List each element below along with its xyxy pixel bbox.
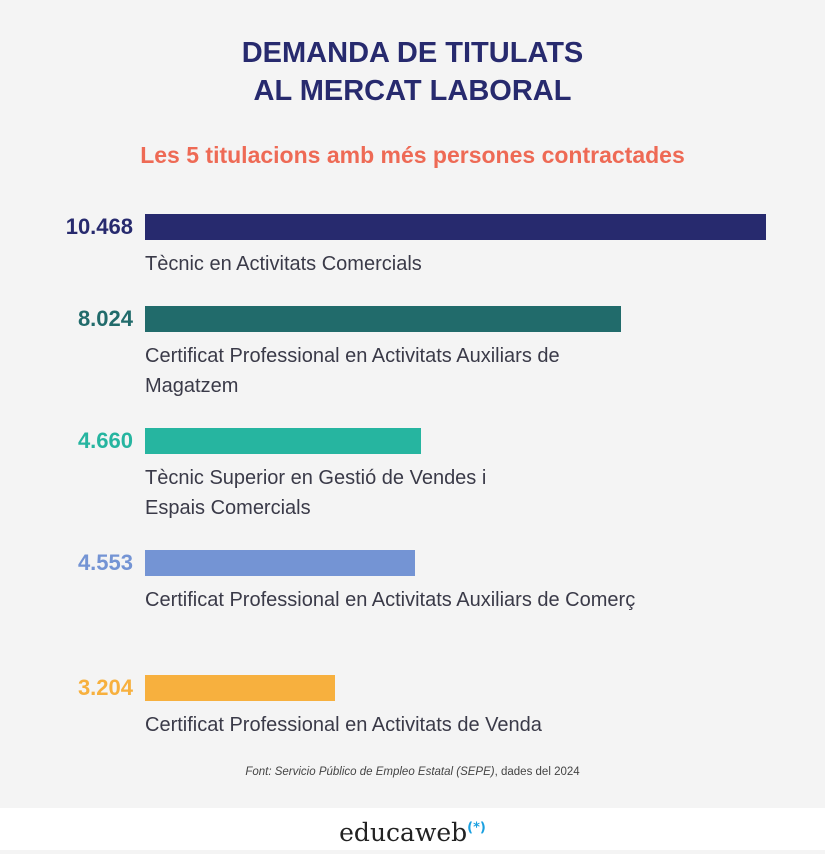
value-label: 10.468 <box>65 214 133 239</box>
bar <box>145 214 766 240</box>
source-note: Font: Servicio Público de Empleo Estatal… <box>0 766 825 778</box>
category-label: Tècnic en Activitats Comercials <box>145 253 422 275</box>
value-label: 3.204 <box>77 675 133 700</box>
bar <box>145 306 621 332</box>
value-label: 4.660 <box>77 428 133 453</box>
value-label: 8.024 <box>77 306 133 331</box>
bar <box>145 428 422 454</box>
category-label: Tècnic Superior en Gestió de Vendes i Es… <box>145 467 487 519</box>
chart-title: DEMANDA DE TITULATS AL MERCAT LABORAL <box>0 34 825 110</box>
source-year: , dades del 2024 <box>494 766 580 778</box>
bar <box>145 675 336 701</box>
category-label: Certificat Professional en Activitats Au… <box>145 345 560 397</box>
logo-asterisk-icon: (*) <box>467 821 486 836</box>
title-line-1: DEMANDA DE TITULATS <box>241 37 584 69</box>
bar <box>145 550 416 576</box>
logo-text: educaweb <box>339 818 468 848</box>
title-line-2: AL MERCAT LABORAL <box>253 75 572 107</box>
source-name: Font: Servicio Público de Empleo Estatal… <box>245 766 495 778</box>
footer: educaweb(*) <box>0 808 825 850</box>
category-label: Certificat Professional en Activitats Au… <box>145 589 636 611</box>
value-label: 4.553 <box>77 550 133 575</box>
category-label: Certificat Professional en Activitats de… <box>145 714 542 736</box>
chart-subtitle: Les 5 titulacions amb més persones contr… <box>140 142 685 168</box>
educaweb-logo: educaweb(*) <box>339 818 486 847</box>
